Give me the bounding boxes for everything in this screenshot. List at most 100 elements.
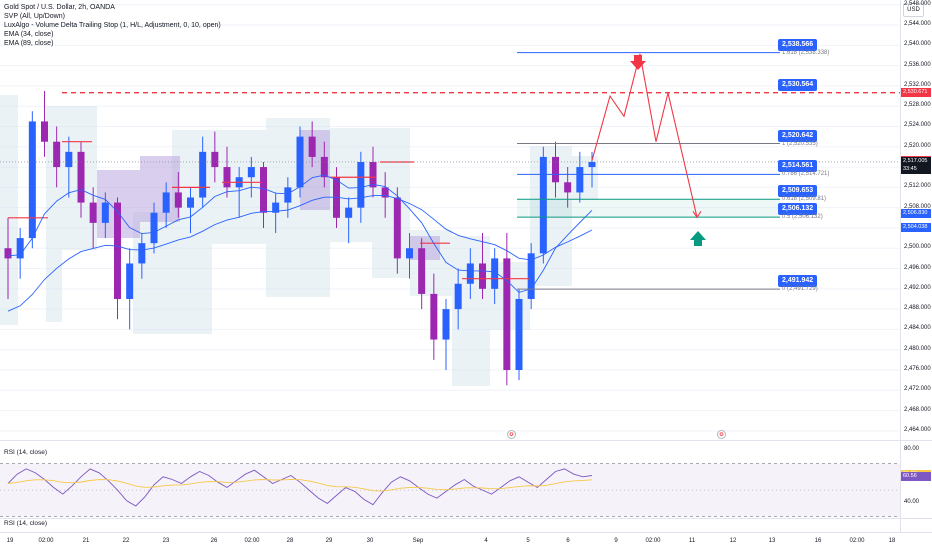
time-tick-label: 29 <box>325 538 333 544</box>
indicator-svp[interactable]: SVP (All, Up/Down) <box>4 13 65 20</box>
candle-body <box>65 151 73 168</box>
ema-89-line <box>7 194 593 312</box>
candle-body <box>260 167 267 213</box>
price-tag: 2,517.005 <box>901 157 931 167</box>
volume-profile-box <box>140 156 180 222</box>
candle-body <box>539 156 547 254</box>
symbol-title[interactable]: Gold Spot / U.S. Dollar, 2h, OANDA <box>4 4 115 11</box>
us-flag-event-icon[interactable]: ✪ <box>717 430 726 439</box>
price-tick-label: 2,488.000 <box>904 305 931 312</box>
projection-arrowhead <box>692 210 702 219</box>
price-tick-label: 2,496.000 <box>904 264 931 271</box>
time-tick-label: 9 <box>614 538 618 544</box>
indicator-ema-89[interactable]: EMA (89, close) <box>4 40 54 47</box>
candle-body <box>16 238 24 259</box>
price-tick-label: 2,500.000 <box>904 244 931 251</box>
fib-price-tag[interactable]: 2,530.564 <box>778 79 818 92</box>
price-tick-label: 2,464.000 <box>904 426 931 433</box>
candle-body <box>406 248 413 259</box>
fib-level-label: 0.5 (2,506.132) <box>782 214 823 221</box>
candle-body <box>247 167 255 178</box>
candle-body <box>466 263 474 284</box>
chart-legend: Gold Spot / U.S. Dollar, 2h, OANDA SVP (… <box>4 3 221 48</box>
candle-body <box>564 182 572 193</box>
candle-body <box>308 136 316 157</box>
sell-arrow-icon <box>630 55 646 70</box>
time-tick-label: 23 <box>162 538 170 544</box>
price-tick-label: 2,528.000 <box>904 102 931 109</box>
candle-body <box>552 156 559 183</box>
candle-body <box>454 283 462 310</box>
ema-34-line <box>7 174 593 293</box>
indicator-luxalgo[interactable]: LuxAlgo - Volume Delta Trailing Stop (1,… <box>4 22 221 29</box>
time-tick-label: 02:00 <box>38 538 54 544</box>
fib-level-label: 0 (2,491.729) <box>782 286 818 293</box>
time-tick-label: 19 <box>6 538 14 544</box>
price-tick-label: 2,468.000 <box>904 406 931 413</box>
rsi-line <box>7 468 593 507</box>
us-flag-event-icon[interactable]: ✪ <box>507 430 516 439</box>
fib-price-tag[interactable]: 2,506.132 <box>778 203 818 216</box>
currency-button[interactable]: USD <box>903 3 924 17</box>
fib-price-tag[interactable]: 2,514.561 <box>778 160 818 173</box>
candle-body <box>527 253 535 299</box>
candle-body <box>381 187 389 198</box>
time-tick-label: 13 <box>768 538 776 544</box>
time-tick-label: 12 <box>729 538 737 544</box>
price-tag: 2,506.830 <box>901 209 931 219</box>
candle-body <box>53 141 61 168</box>
time-tick-label: 22 <box>122 538 130 544</box>
candle-body <box>479 263 486 289</box>
price-tag: 2,504.038 <box>901 223 931 233</box>
candle-body <box>126 263 134 299</box>
fib-price-tag[interactable]: 2,509.653 <box>778 185 818 198</box>
buy-arrow-icon <box>690 231 706 246</box>
fib-price-tag[interactable]: 2,491.942 <box>778 275 818 288</box>
candle-body <box>89 202 97 223</box>
price-tick-label: 2,520.000 <box>904 142 931 149</box>
rsi-legend[interactable]: RSI (14, close) <box>4 449 47 456</box>
candle-body <box>138 243 146 264</box>
candle-body <box>393 197 401 259</box>
time-tick-label: 21 <box>82 538 90 544</box>
candle-body <box>503 258 511 370</box>
candle-body <box>174 192 182 208</box>
candle-body <box>345 207 353 218</box>
candle-body <box>576 167 584 193</box>
fib-level-label: 1 (2,520.535) <box>782 140 818 147</box>
time-tick-label: 02:00 <box>849 538 865 544</box>
candle-body <box>442 309 450 340</box>
candle-body <box>418 248 426 294</box>
fib-level-label: 0.786 (2,514.721) <box>782 171 830 178</box>
rsi-value-tag: 60.56 <box>901 471 931 481</box>
rsi-tick-label: 40.00 <box>904 499 920 506</box>
candle-body <box>41 121 48 142</box>
candle-body <box>211 151 219 168</box>
time-tick-label: 28 <box>286 538 294 544</box>
time-tick-label: 4 <box>484 538 488 544</box>
projection-path <box>591 53 698 218</box>
indicator-ema-34[interactable]: EMA (34, close) <box>4 31 54 38</box>
price-tick-label: 2,536.000 <box>904 61 931 68</box>
rsi-footer-legend[interactable]: RSI (14, close) <box>4 520 47 527</box>
price-tick-label: 2,476.000 <box>904 365 931 372</box>
fib-zone <box>517 199 780 218</box>
fib-price-tag[interactable]: 2,520.642 <box>778 129 818 142</box>
candle-body <box>114 202 121 299</box>
candle-body <box>515 298 523 370</box>
candle-body <box>369 161 377 188</box>
candle-body <box>187 197 194 208</box>
volume-profile-box <box>0 95 18 325</box>
candle-body <box>588 161 596 168</box>
time-tick-label: 6 <box>566 538 570 544</box>
rsi-tick-label: 80.00 <box>904 446 920 453</box>
time-tick-label: 30 <box>366 538 374 544</box>
price-tick-label: 2,484.000 <box>904 325 931 332</box>
volume-profile-box <box>46 106 62 322</box>
candle-body <box>223 167 231 188</box>
fib-level-label: 0.618 (2,509.81) <box>782 196 827 203</box>
candle-body <box>320 156 328 178</box>
fib-price-tag[interactable]: 2,538.566 <box>778 38 818 51</box>
